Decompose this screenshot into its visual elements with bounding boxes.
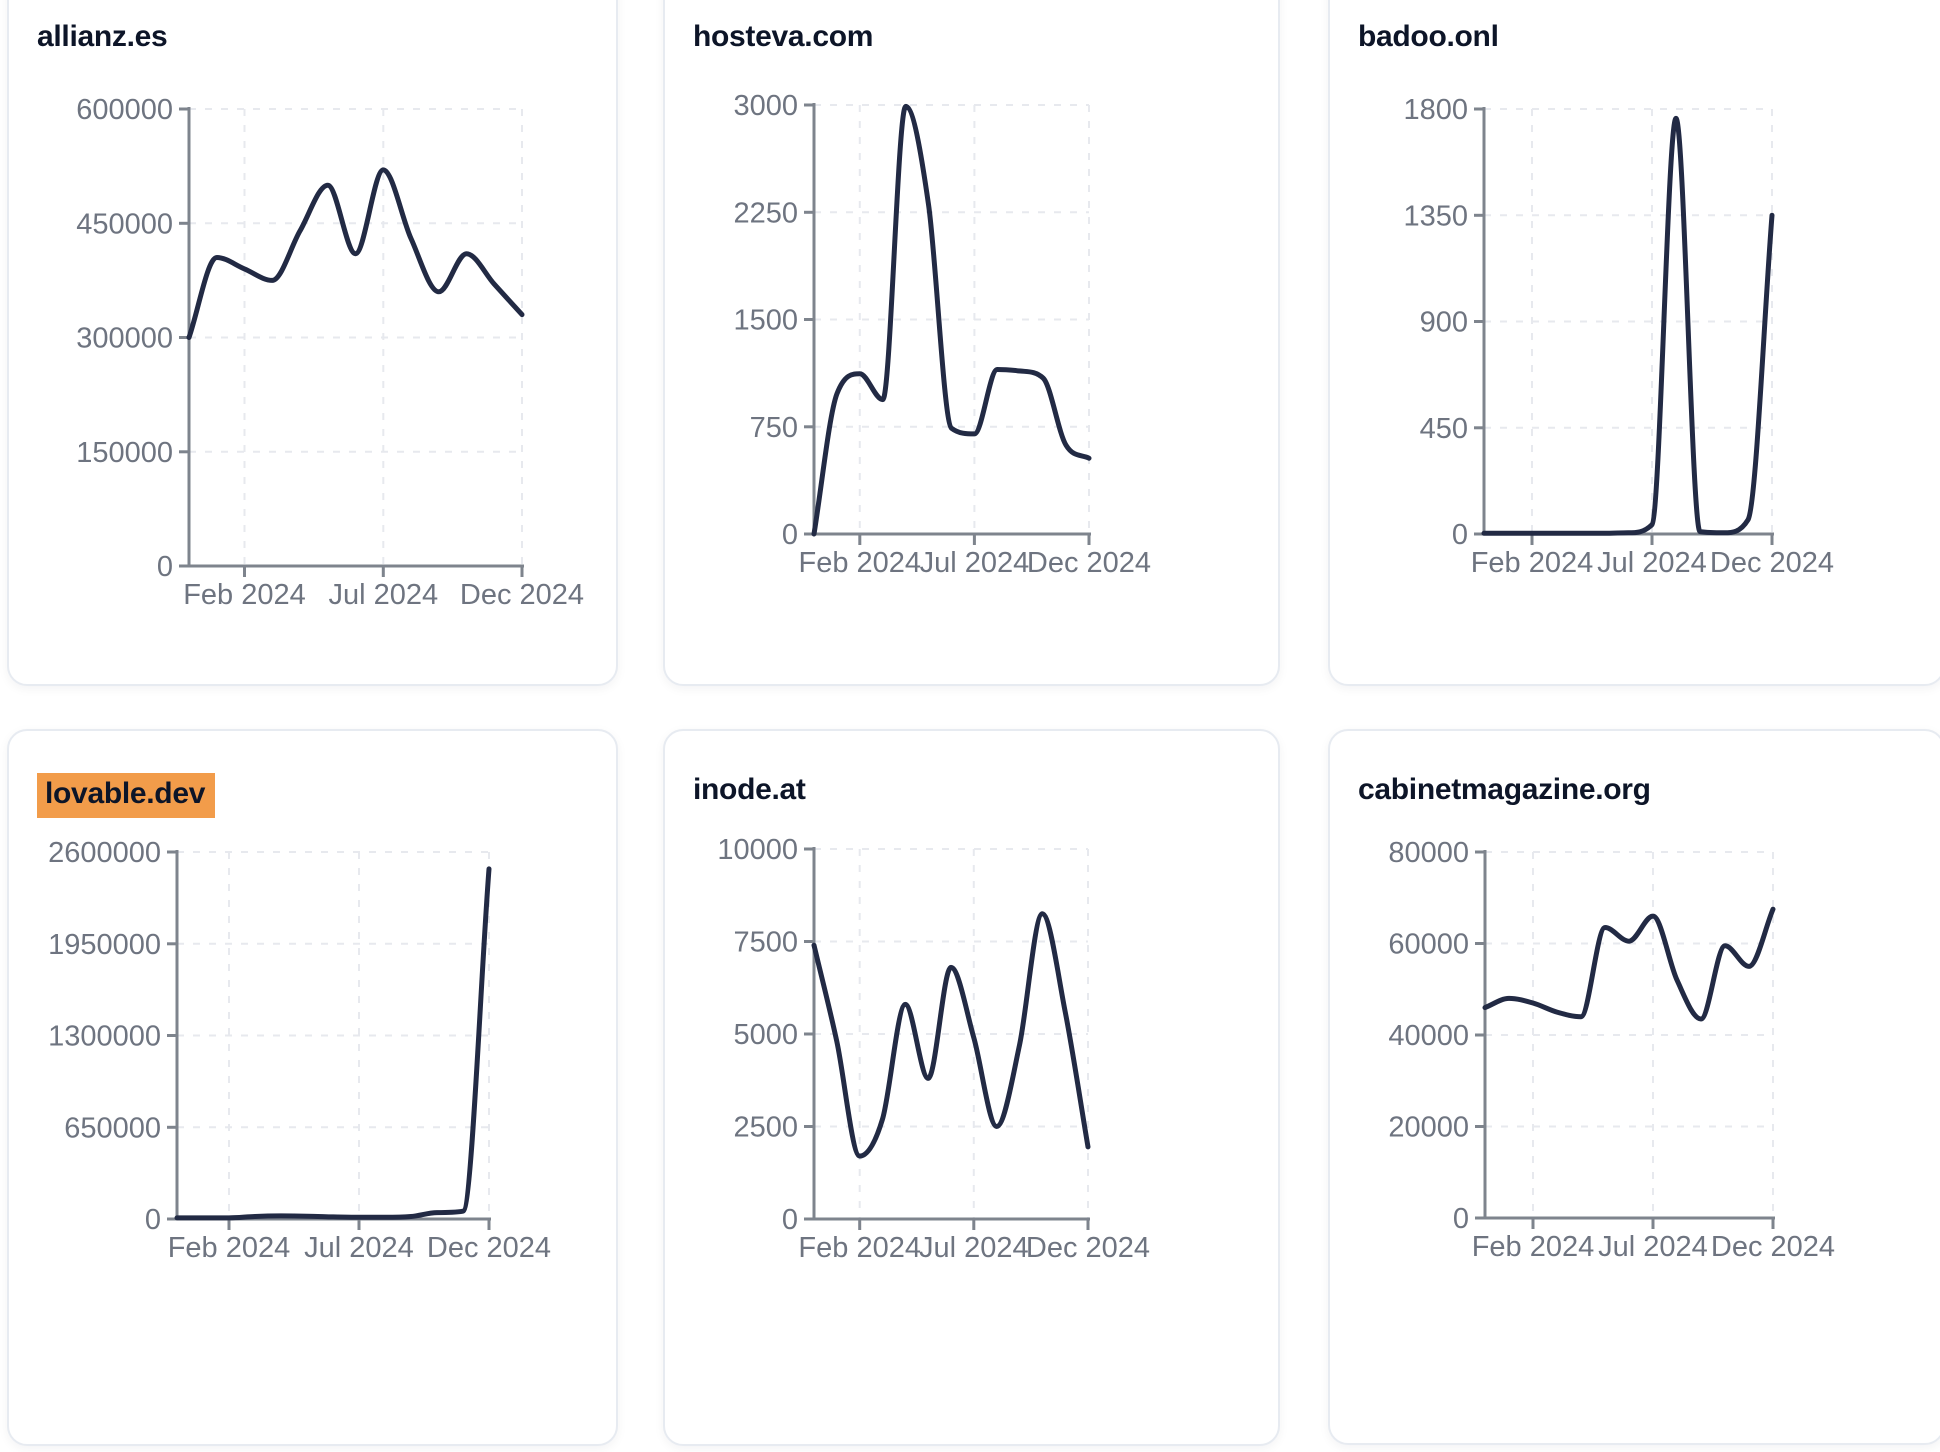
y-tick-label: 0 xyxy=(782,1204,798,1236)
x-tick-label: Dec 2024 xyxy=(427,1232,551,1264)
x-tick-label: Jul 2024 xyxy=(1597,547,1707,579)
chart-title-text[interactable]: hosteva.com xyxy=(693,20,874,53)
y-tick-label: 1950000 xyxy=(48,929,161,961)
y-tick-label: 0 xyxy=(145,1204,161,1236)
series-line xyxy=(186,167,525,340)
series-line xyxy=(811,911,1091,1159)
x-tick-label: Dec 2024 xyxy=(1027,547,1151,579)
y-tick-label: 40000 xyxy=(1388,1020,1469,1052)
x-tick-label: Dec 2024 xyxy=(1711,1231,1835,1263)
y-tick-label: 0 xyxy=(782,519,798,551)
series-line xyxy=(1481,115,1775,536)
chart-title-text[interactable]: badoo.onl xyxy=(1358,20,1499,53)
line-chart: 0 150000 300000 450000 600000 Feb 2024 Jul 202… xyxy=(76,94,584,611)
y-tick-label: 80000 xyxy=(1388,837,1469,869)
x-tick-label: Jul 2024 xyxy=(1598,1231,1708,1263)
line-chart: 0 650000 1300000 1950000 2600000 Feb 2024 Jul … xyxy=(48,837,551,1264)
line-chart: 0 20000 40000 60000 80000 Feb 2024 Jul 2024 Dec… xyxy=(1388,837,1835,1263)
x-tick-label: Jul 2024 xyxy=(919,1232,1029,1264)
y-tick-label: 2250 xyxy=(733,197,798,229)
chart-title[interactable]: allianz.es xyxy=(37,20,168,55)
line-chart: 0 450 900 1350 1800 Feb 2024 Jul 2024 Dec 2024 xyxy=(1403,94,1834,579)
y-tick-label: 5000 xyxy=(733,1019,798,1051)
series-line xyxy=(1482,906,1776,1022)
chart-title-text[interactable]: cabinetmagazine.org xyxy=(1358,773,1651,806)
y-tick-label: 450000 xyxy=(76,208,173,240)
x-tick-label: Dec 2024 xyxy=(460,579,584,611)
x-tick-label: Feb 2024 xyxy=(1471,547,1594,579)
chart-card-hosteva: hosteva.com 0 750 1500 2250 3000 Feb 2024 Jul … xyxy=(663,0,1280,686)
chart-card-allianz: allianz.es 0 150000 300000 450000 600000 Feb … xyxy=(7,0,618,686)
x-tick-label: Feb 2024 xyxy=(1472,1231,1595,1263)
chart-card-cabinetmagazine: cabinetmagazine.org 0 20000 40000 60000 8000… xyxy=(1328,729,1940,1445)
y-tick-label: 1800 xyxy=(1403,94,1468,126)
chart-title[interactable]: cabinetmagazine.org xyxy=(1358,773,1651,808)
chart-title-text[interactable]: inode.at xyxy=(693,773,806,806)
y-tick-label: 650000 xyxy=(64,1112,161,1144)
y-tick-label: 0 xyxy=(1452,519,1468,551)
x-tick-label: Feb 2024 xyxy=(168,1232,291,1264)
chart-card-badoo: badoo.onl 0 450 900 1350 1800 Feb 2024 Jul 202… xyxy=(1328,0,1940,686)
y-tick-label: 600000 xyxy=(76,94,173,126)
y-tick-label: 150000 xyxy=(76,437,173,469)
x-tick-label: Dec 2024 xyxy=(1026,1232,1150,1264)
series-line xyxy=(811,103,1092,537)
x-tick-label: Feb 2024 xyxy=(798,1232,921,1264)
y-tick-label: 750 xyxy=(750,412,798,444)
x-tick-label: Jul 2024 xyxy=(304,1232,414,1264)
y-tick-label: 1350 xyxy=(1403,200,1468,232)
chart-title[interactable]: badoo.onl xyxy=(1358,20,1499,55)
x-tick-label: Feb 2024 xyxy=(183,579,306,611)
series-line xyxy=(174,866,492,1221)
y-tick-label: 3000 xyxy=(733,90,798,122)
chart-card-lovable: lovable.dev 0 650000 1300000 1950000 2600000… xyxy=(7,729,618,1446)
x-tick-label: Dec 2024 xyxy=(1710,547,1834,579)
x-tick-label: Jul 2024 xyxy=(920,547,1030,579)
y-tick-label: 450 xyxy=(1420,413,1468,445)
chart-title-text[interactable]: allianz.es xyxy=(37,20,168,53)
y-tick-label: 0 xyxy=(157,551,173,583)
y-tick-label: 60000 xyxy=(1388,929,1469,961)
chart-title-text-highlighted[interactable]: lovable.dev xyxy=(37,773,216,818)
x-tick-label: Jul 2024 xyxy=(328,579,438,611)
chart-title[interactable]: inode.at xyxy=(693,773,806,808)
y-tick-label: 0 xyxy=(1453,1203,1469,1235)
chart-title[interactable]: hosteva.com xyxy=(693,20,873,55)
y-tick-label: 10000 xyxy=(717,834,798,866)
y-tick-label: 2500 xyxy=(733,1112,798,1144)
y-tick-label: 1500 xyxy=(733,305,798,337)
y-tick-label: 300000 xyxy=(76,323,173,355)
chart-title[interactable]: lovable.dev xyxy=(37,773,216,818)
x-tick-label: Feb 2024 xyxy=(799,547,922,579)
y-tick-label: 2600000 xyxy=(48,837,161,869)
y-tick-label: 1300000 xyxy=(48,1021,161,1053)
y-tick-label: 7500 xyxy=(733,927,798,959)
y-tick-label: 900 xyxy=(1420,307,1468,339)
chart-card-inode: inode.at 0 2500 5000 7500 10000 Feb 2024 Jul 2… xyxy=(663,729,1280,1446)
y-tick-label: 20000 xyxy=(1388,1112,1469,1144)
